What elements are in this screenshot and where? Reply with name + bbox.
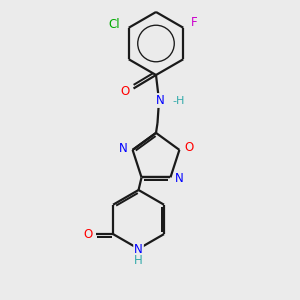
Text: H: H: [134, 254, 143, 267]
Text: O: O: [121, 85, 130, 98]
Text: Cl: Cl: [109, 18, 120, 31]
Text: N: N: [175, 172, 184, 185]
Text: N: N: [119, 142, 128, 155]
Text: -H: -H: [172, 95, 185, 106]
Text: O: O: [184, 141, 194, 154]
Text: N: N: [134, 243, 143, 256]
Text: O: O: [84, 228, 93, 241]
Text: N: N: [156, 94, 165, 107]
Text: F: F: [190, 16, 197, 29]
